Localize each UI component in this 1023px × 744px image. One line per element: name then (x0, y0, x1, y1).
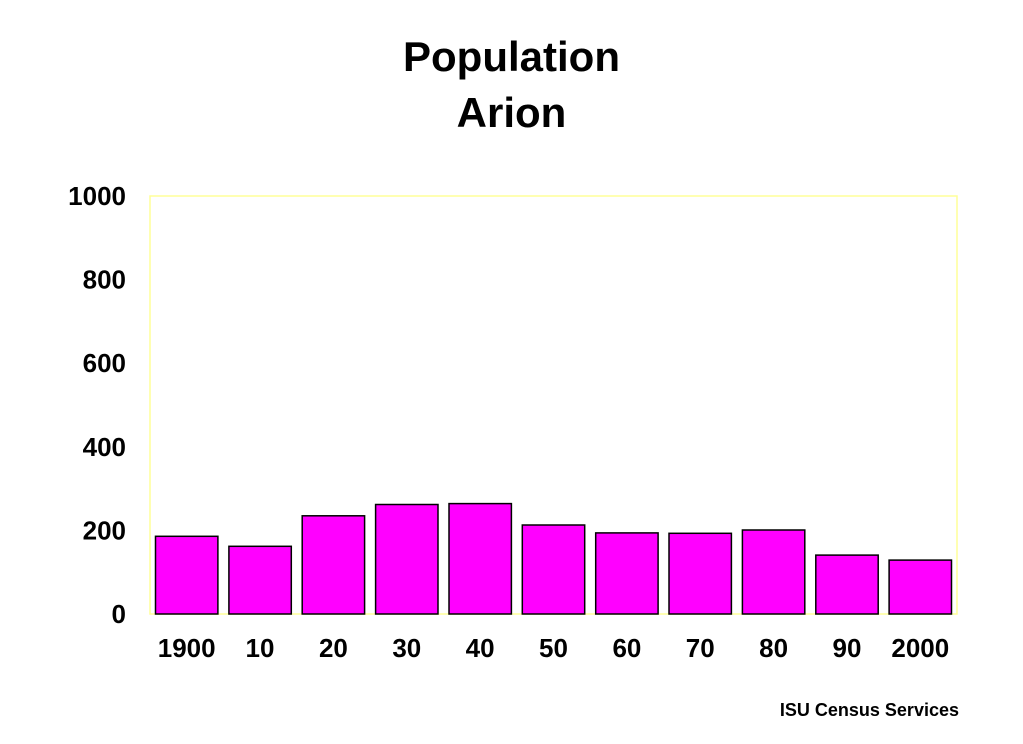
x-tick-label: 20 (319, 633, 348, 663)
y-tick-label: 200 (83, 515, 126, 545)
y-tick-label: 1000 (68, 181, 126, 211)
bar-70 (668, 532, 733, 615)
x-tick-label: 80 (759, 633, 788, 663)
source-credit: ISU Census Services (779, 700, 959, 720)
y-axis-ticks: 0 200 400 600 800 1000 (68, 181, 126, 629)
x-axis-ticks: 1900 10 20 30 40 50 60 70 80 90 2000 (158, 633, 949, 663)
x-tick-label: 30 (392, 633, 421, 663)
bar-80 (741, 529, 806, 615)
y-tick-label: 800 (83, 265, 126, 295)
x-tick-label: 90 (833, 633, 862, 663)
x-tick-label: 1900 (158, 633, 216, 663)
bar-60 (594, 532, 659, 615)
bar-50 (521, 524, 586, 615)
y-tick-label: 0 (112, 599, 126, 629)
bar-40 (448, 502, 513, 615)
x-tick-label: 70 (686, 633, 715, 663)
chart-title-line2: Arion (456, 89, 567, 136)
x-tick-label: 60 (612, 633, 641, 663)
chart-title-line1: Population (403, 33, 620, 80)
bar-1900 (154, 535, 219, 615)
x-tick-label: 40 (466, 633, 495, 663)
bar-30 (374, 503, 439, 615)
bar-20 (301, 515, 366, 615)
x-tick-label: 2000 (891, 633, 949, 663)
bar-10 (228, 545, 293, 615)
bar-2000 (888, 559, 953, 615)
bar-90 (815, 554, 879, 615)
x-tick-label: 50 (539, 633, 568, 663)
x-tick-label: 10 (246, 633, 275, 663)
bars-group (154, 502, 953, 615)
y-tick-label: 400 (83, 432, 126, 462)
y-tick-label: 600 (83, 348, 126, 378)
